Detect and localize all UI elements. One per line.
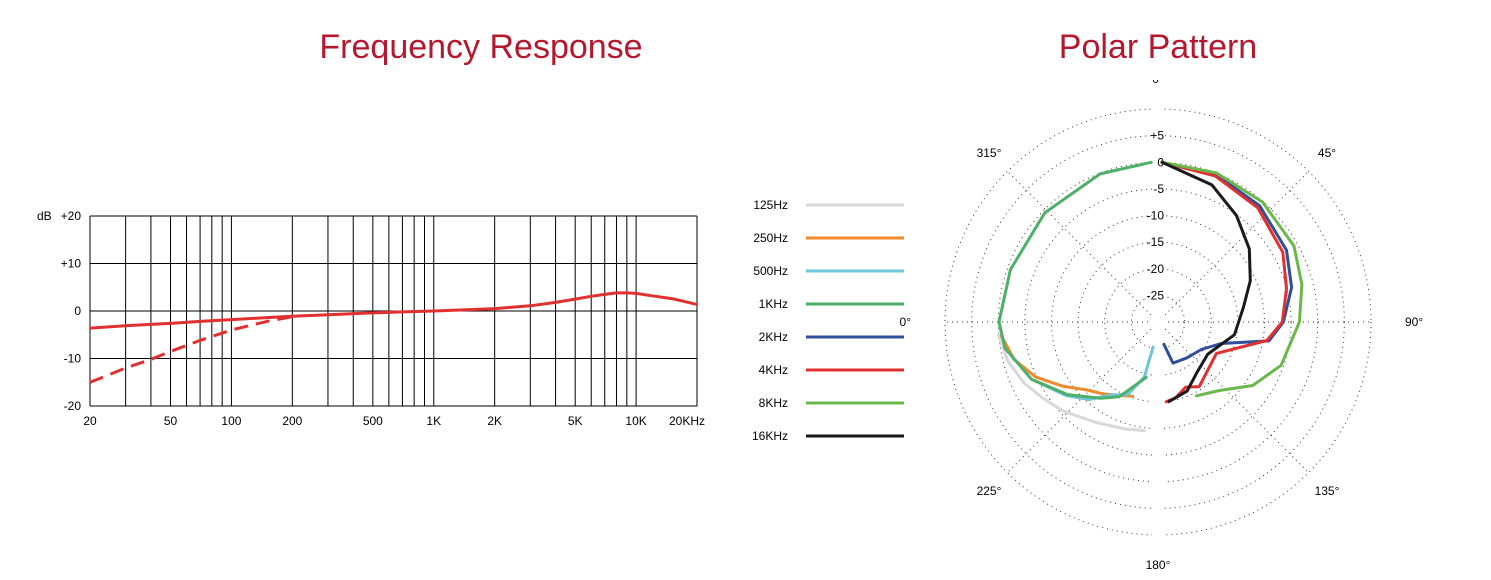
legend-label: 500Hz: [753, 264, 788, 278]
frequency-response-title: Frequency Response: [319, 28, 643, 66]
polar-curve-1khz: [997, 160, 1153, 400]
polar-pattern-title: Polar Pattern: [1058, 28, 1258, 66]
fr-x-tick-label: 20KHz: [669, 414, 705, 428]
fr-x-tick-label: 500: [363, 414, 383, 428]
polar-r-tick-label: -15: [1147, 235, 1165, 249]
polar-r-tick-label: -20: [1147, 262, 1165, 276]
polar-ring: [971, 135, 1345, 509]
fr-x-tick-label: 1K: [426, 414, 441, 428]
polar-angle-label: 315°: [977, 146, 1002, 160]
fr-x-tick-label: 5K: [568, 414, 583, 428]
polar-pattern-chart: +50-5-10-15-20-250°45°90°135°180°225°270…: [900, 80, 1423, 572]
legend-label: 250Hz: [753, 231, 788, 245]
polar-ring: [1051, 215, 1265, 429]
polar-spoke: [1007, 171, 1159, 323]
polar-ring: [1130, 294, 1186, 350]
fr-x-tick-label: 20: [83, 414, 97, 428]
frequency-response-chart: +20 +10 0 -10 -20 dB 20 50 100 200 500 1K 2K 5K 10K 20K…: [37, 209, 705, 428]
legend-label: 4KHz: [759, 363, 788, 377]
legend-label: 1KHz: [759, 297, 788, 311]
fr-x-tick-label: 10K: [625, 414, 646, 428]
fr-x-tick-label: 50: [164, 414, 178, 428]
fr-response-curve: [89, 291, 698, 330]
polar-angle-label: 0°: [1152, 80, 1164, 86]
polar-spoke: [1157, 171, 1309, 323]
polar-r-tick-label: -5: [1153, 182, 1164, 196]
polar-spoke: [1157, 321, 1309, 473]
polar-r-tick-label: +5: [1150, 129, 1164, 143]
fr-y-tick-label: +10: [61, 257, 82, 271]
polar-curve-16khz: [1160, 160, 1252, 404]
polar-spoke: [1007, 321, 1159, 473]
legend-label: 2KHz: [759, 330, 788, 344]
polar-ring: [1024, 188, 1292, 456]
legend-label: 125Hz: [753, 198, 788, 212]
polar-curve-125hz: [997, 334, 1146, 433]
polar-angle-label: 225°: [977, 484, 1002, 498]
polar-curve-8khz: [1160, 160, 1304, 398]
polar-angle-label: 180°: [1146, 558, 1171, 572]
polar-ring: [944, 108, 1372, 536]
fr-lowcut-curve: [89, 315, 293, 384]
fr-y-tick-label: +20: [61, 209, 82, 223]
legend-label: 8KHz: [759, 396, 788, 410]
fr-x-tick-label: 200: [282, 414, 302, 428]
polar-angle-label: 90°: [1405, 315, 1423, 329]
fr-y-tick-label: 0: [74, 304, 81, 318]
fr-y-tick-label: -10: [64, 352, 82, 366]
legend-label: 16KHz: [752, 429, 788, 443]
polar-r-tick-label: -10: [1147, 209, 1165, 223]
polar-angle-label: 45°: [1318, 146, 1336, 160]
polar-angle-label: 135°: [1315, 484, 1340, 498]
polar-center-gap: [1152, 100, 1164, 550]
fr-y-tick-label: -20: [64, 399, 82, 413]
polar-legend: 125Hz 250Hz 500Hz 1KHz 2KHz 4KHz 8KHz 16KHz: [752, 198, 904, 443]
polar-curve-4khz: [1160, 160, 1288, 404]
fr-x-tick-label: 100: [221, 414, 241, 428]
polar-r-tick-label: -25: [1147, 288, 1165, 302]
fr-y-axis-label: dB: [37, 209, 52, 223]
fr-x-tick-label: 2K: [487, 414, 502, 428]
polar-angle-label: 270°: [900, 315, 911, 329]
